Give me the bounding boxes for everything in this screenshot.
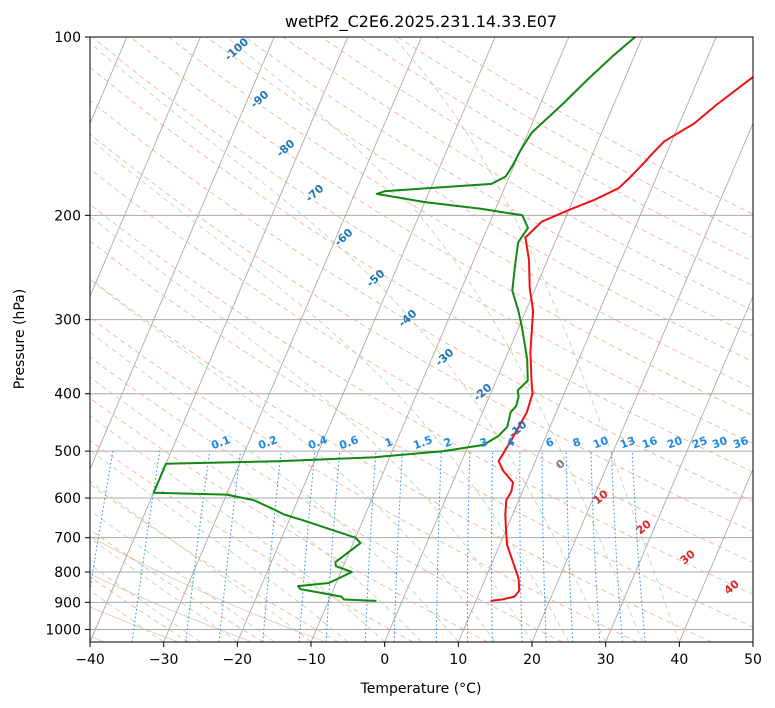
mixing-ratio-label: 13 [618, 434, 637, 451]
y-tick-label: 500 [54, 444, 81, 460]
moist-adiabat [90, 415, 385, 642]
mixing-ratio-line [631, 451, 646, 642]
mixing-ratio-label: 0.6 [337, 433, 360, 452]
temperature-line [490, 75, 753, 602]
mixing-ratio-line [90, 451, 114, 593]
isotherm-gridline [678, 467, 753, 642]
mixing-ratio-label: 3 [478, 435, 490, 450]
dry-adiabat [130, 37, 753, 417]
reference-curve [90, 535, 326, 642]
mixing-ratio-label: 1.5 [411, 433, 434, 452]
mixing-ratio-label: 0.4 [306, 433, 329, 452]
mixing-ratio-line [298, 451, 316, 642]
y-axis-label: Pressure (hPa) [12, 289, 28, 389]
moist-adiabat [90, 331, 459, 642]
dry-adiabat [90, 133, 753, 532]
moist-adiabat [90, 590, 164, 642]
x-tick-label: 20 [523, 652, 541, 668]
mixing-ratio-label: 6 [544, 435, 556, 450]
reference-lines [90, 37, 753, 642]
x-tick-label: 50 [744, 652, 762, 668]
x-tick-label: 0 [380, 652, 389, 668]
mixing-ratio-line [218, 451, 241, 642]
moist-adiabat [90, 480, 312, 642]
mixing-ratio-label: 0.1 [209, 433, 232, 452]
x-tick-label: −30 [149, 652, 179, 668]
x-tick-label: 40 [670, 652, 688, 668]
dry-adiabat [206, 37, 753, 363]
moist-adiabat [392, 37, 680, 642]
moist-adiabat [90, 278, 496, 642]
dry-adiabat [90, 483, 339, 642]
mixing-ratio-label: 25 [690, 434, 709, 451]
mixing-ratio-label: 10 [591, 434, 610, 452]
y-tick-label: 200 [54, 208, 81, 224]
isotherm-gridline [163, 37, 422, 642]
dry-adiabat [90, 66, 753, 473]
moist-adiabat [90, 537, 238, 642]
y-tick-label: 800 [54, 565, 81, 581]
x-tick-label: −40 [75, 652, 105, 668]
x-tick-label: −10 [296, 652, 326, 668]
isotherm-gridline [236, 37, 496, 642]
reference-line-labels: 0.1 0.2 0.4 0.6 1 1.5 2 3 4 6 8 10 13 16 20 25 30 3610203… [209, 37, 750, 597]
y-tick-label: 600 [54, 491, 81, 507]
moist-adiabat [226, 37, 643, 642]
chart-title: wetPf2_C2E6.2025.231.14.33.E07 [285, 12, 557, 32]
profile-lines [152, 37, 753, 602]
moist-adiabat [90, 449, 349, 642]
mixing-ratio-label: 1 [383, 435, 395, 450]
mixing-ratio-label: 0.2 [256, 433, 279, 452]
isotherm-gridline [384, 37, 643, 642]
isotherm-gridline [90, 37, 201, 298]
x-tick-label: 30 [597, 652, 615, 668]
mixing-ratio-label: 4 [505, 435, 517, 450]
dry-adiabat [90, 203, 753, 595]
dry-adiabat [90, 168, 753, 563]
isotherm-gridline [605, 295, 753, 642]
mixing-ratio-line [131, 451, 161, 642]
y-tick-label: 900 [54, 595, 81, 611]
moist-adiabat [90, 138, 570, 642]
dry-adiabat [282, 37, 753, 311]
x-tick-label: 10 [449, 652, 467, 668]
y-axis: 100 200 300 400 500 600 700 800 900 1000 [45, 30, 90, 638]
mixing-ratio-label: 36 [731, 434, 750, 452]
dry-adiabat [90, 240, 753, 628]
moist-adiabat [90, 215, 533, 642]
mixing-ratio-label: 30 [710, 434, 729, 452]
mixing-ratio-label: 8 [571, 435, 583, 450]
x-axis: −40 −30 −20 −10 0 10 20 30 40 50 [75, 642, 762, 668]
y-tick-label: 700 [54, 531, 81, 547]
mixing-ratio-label: 20 [665, 434, 684, 452]
x-axis-label: Temperature (°C) [360, 681, 482, 697]
mixing-ratio-line [262, 451, 282, 642]
y-tick-label: 1000 [45, 622, 81, 638]
mixing-ratio-label: 16 [640, 434, 659, 452]
moist-adiabat [90, 564, 201, 642]
moist-adiabat [90, 42, 607, 642]
y-tick-label: 400 [54, 387, 81, 403]
dry-adiabat [90, 356, 563, 642]
y-tick-label: 100 [54, 30, 81, 46]
isotherm-gridline [457, 37, 717, 642]
plot-frame [89, 36, 754, 643]
mixing-ratio-label: 2 [442, 435, 454, 450]
dry-adiabat [90, 397, 488, 642]
isotherm-gridline [90, 37, 275, 471]
y-tick-label: 300 [54, 313, 81, 329]
isotherm-gridline [531, 122, 753, 642]
moist-adiabat [90, 376, 422, 642]
dewpoint-line [152, 37, 636, 602]
reference-curve [90, 573, 253, 642]
x-tick-label: −20 [223, 652, 253, 668]
